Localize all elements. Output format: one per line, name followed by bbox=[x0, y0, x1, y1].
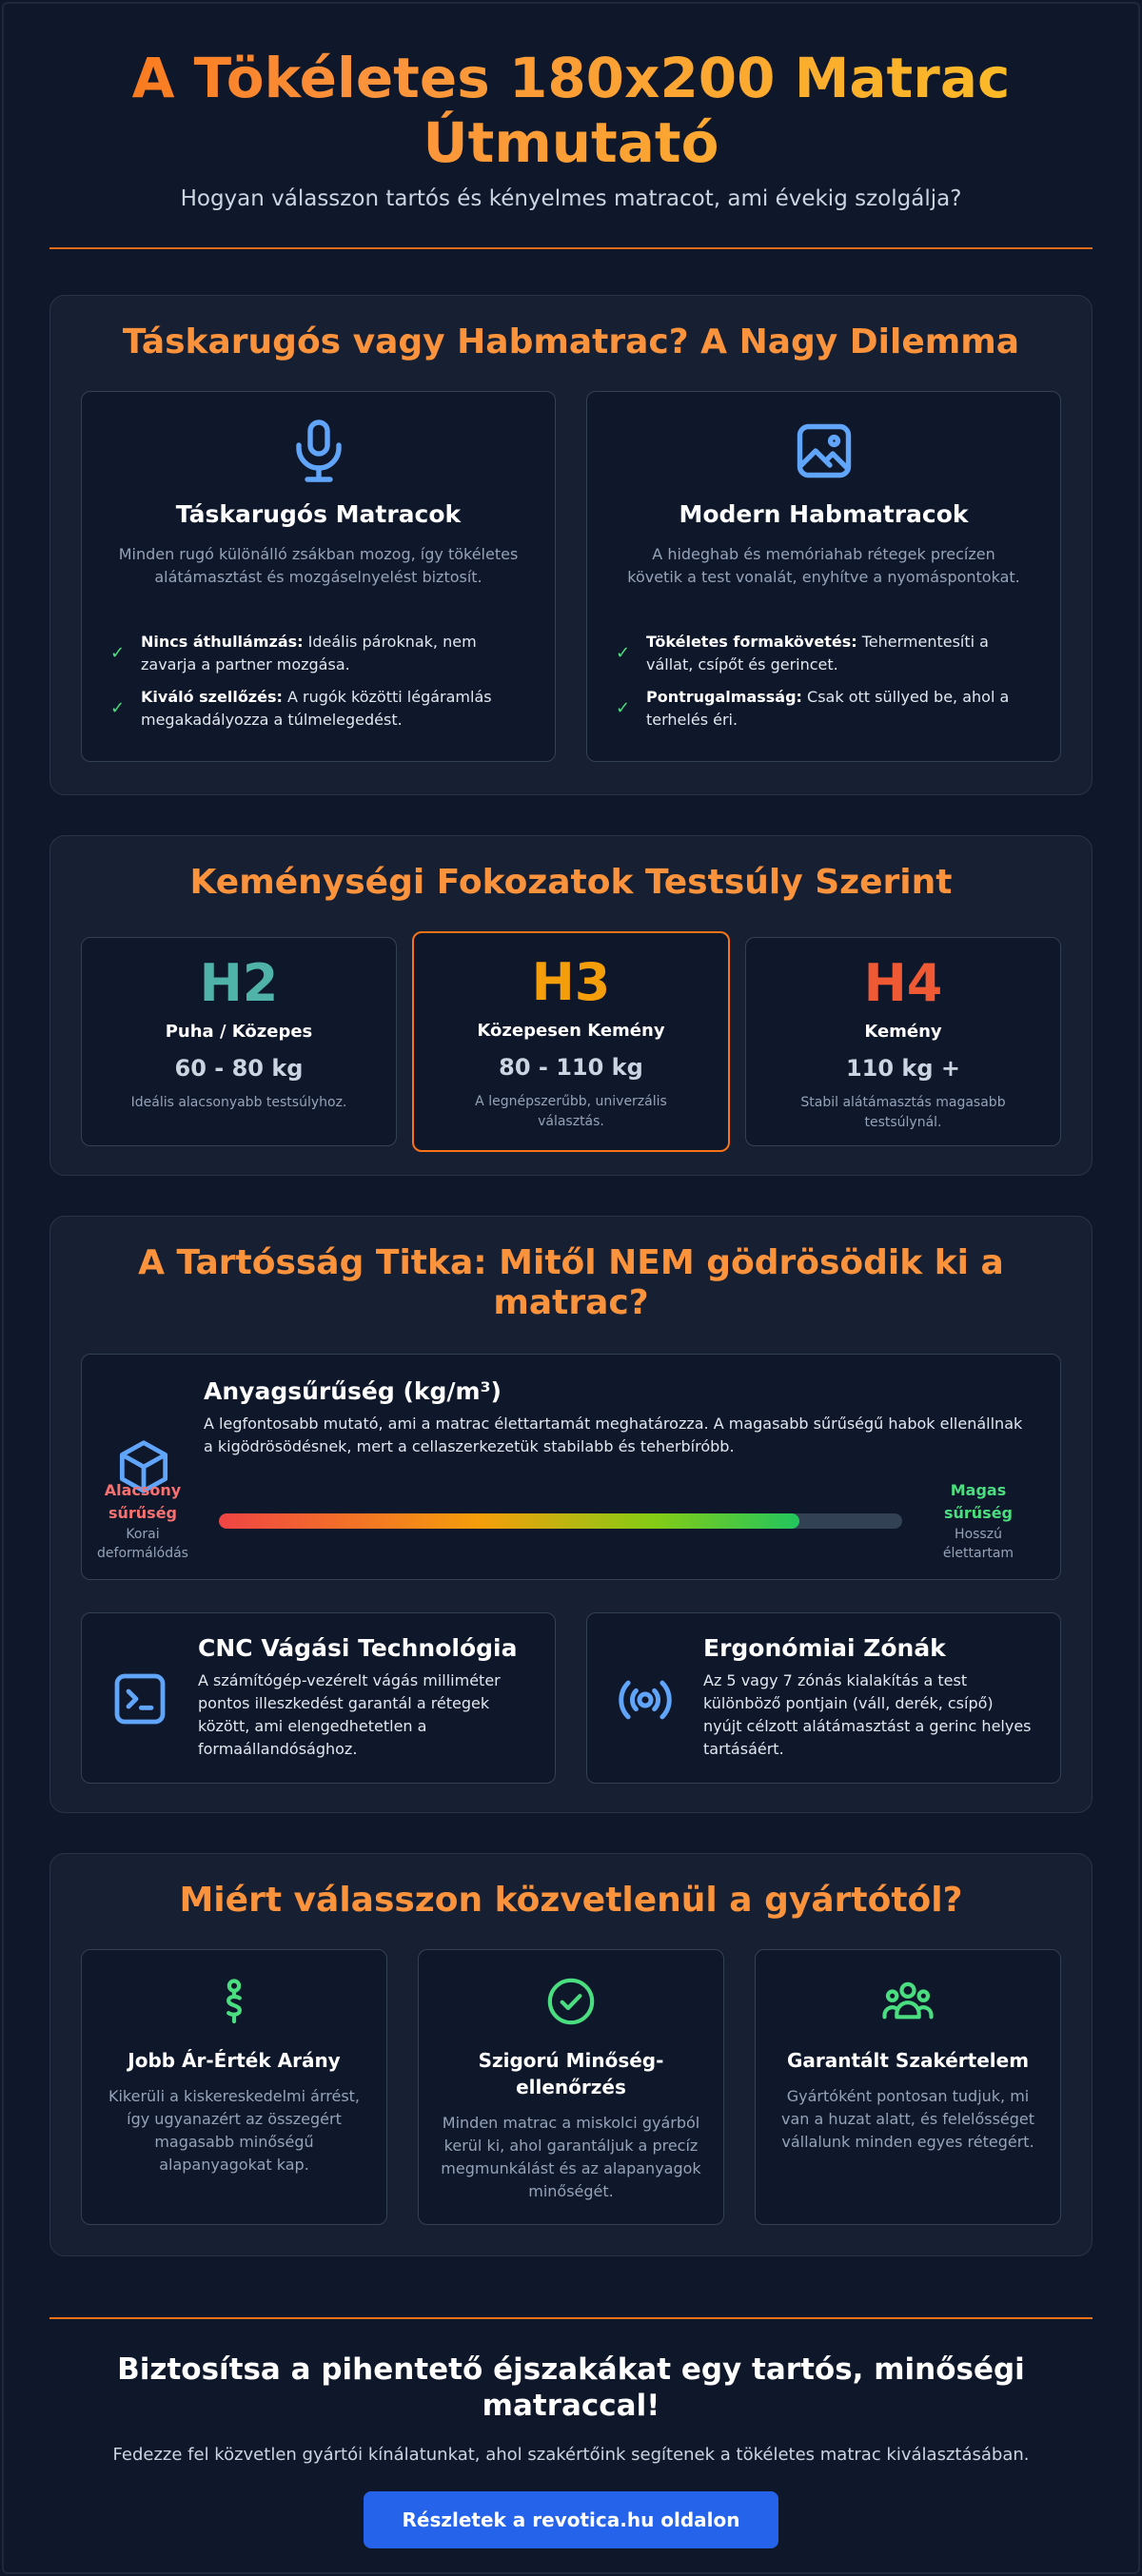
firmness-note: A legnépszerűbb, univerzális választás. bbox=[475, 1094, 667, 1129]
pocket-spring-card: Táskarugós Matracok Minden rugó különáll… bbox=[81, 391, 556, 762]
density-scale: Alacsony sűrűség Korai deformálódás Maga… bbox=[89, 1479, 1032, 1563]
users-icon bbox=[881, 1975, 935, 2028]
image-icon bbox=[790, 417, 858, 485]
weight-range: 60 - 80 kg bbox=[174, 1055, 304, 1082]
firmness-code: H3 bbox=[531, 952, 611, 1012]
firmness-label: Közepesen Kemény bbox=[477, 1021, 665, 1041]
low-density-label: Alacsony sűrűség Korai deformálódás bbox=[97, 1481, 188, 1561]
microphone-icon bbox=[285, 417, 353, 485]
footer-cta: Biztosítsa a pihentető éjszakákat egy ta… bbox=[49, 2319, 1093, 2548]
zones-title: Ergonómiai Zónák bbox=[703, 1634, 946, 1662]
firmness-label: Kemény bbox=[864, 1022, 942, 1042]
benefit-item: ✓ Tökéletes formakövetés: Tehermentesíti … bbox=[616, 631, 1032, 676]
card-title: Táskarugós Matracok bbox=[175, 500, 462, 528]
check-icon: ✓ bbox=[616, 698, 631, 718]
benefit-item: ✓ Nincs áthullámzás: Ideális pároknak, ne… bbox=[110, 631, 526, 676]
firmness-code: H2 bbox=[199, 953, 279, 1013]
weight-range: 110 kg + bbox=[845, 1055, 961, 1082]
card-title: Modern Habmatracok bbox=[679, 500, 969, 528]
section-title: Táskarugós vagy Habmatrac? A Nagy Dilemm… bbox=[122, 322, 1020, 361]
check-circle-icon bbox=[544, 1975, 598, 2028]
density-bar bbox=[219, 1513, 902, 1529]
card-text: Gyártóként pontosan tudjuk, mi van a huz… bbox=[780, 2087, 1035, 2151]
section-title: Keménységi Fokozatok Testsúly Szerint bbox=[189, 863, 953, 902]
section-title: Miért válasszon közvetlenül a gyártótól? bbox=[179, 1881, 963, 1920]
cnc-text: A számítógép-vezérelt vágás milliméter p… bbox=[198, 1671, 501, 1758]
page-header: A Tökéletes 180x200 Matrac Útmutató Hogy… bbox=[49, 0, 1093, 211]
check-icon: ✓ bbox=[110, 698, 126, 718]
currency-icon bbox=[207, 1975, 261, 2028]
firmness-code: H4 bbox=[863, 953, 943, 1013]
expertise-card: Garantált Szakértelem Gyártóként pontosa… bbox=[755, 1949, 1061, 2225]
firmness-card-h3: H3 Közepesen Kemény 80 - 110 kg A legnép… bbox=[412, 931, 730, 1152]
density-text: A legfontosabb mutató, ami a matrac élet… bbox=[204, 1415, 1023, 1455]
spring-vs-foam-section: Táskarugós vagy Habmatrac? A Nagy Dilemm… bbox=[49, 295, 1093, 795]
card-text: Kikerüli a kiskereskedelmi árrést, így u… bbox=[108, 2087, 361, 2174]
firmness-card-h4: H4 Kemény 110 kg + Stabil alátámasztás m… bbox=[745, 937, 1061, 1146]
card-description: A hideghab és memóriahab rétegek precíze… bbox=[627, 545, 1020, 586]
high-density-label: Magas sűrűség Hosszú élettartam bbox=[942, 1481, 1014, 1561]
section-title: A Tartósság Titka: Mitől NEM gödrösödik … bbox=[138, 1243, 1004, 1322]
benefit-item: ✓ Kiváló szellőzés: A rugók közötti légár… bbox=[110, 686, 526, 732]
manufacturer-section: Miért válasszon közvetlenül a gyártótól?… bbox=[49, 1853, 1093, 2256]
firmness-note: Stabil alátámasztás magasabb testsúlynál… bbox=[800, 1095, 1006, 1130]
page-title: A Tökéletes 180x200 Matrac Útmutató bbox=[49, 46, 1093, 175]
cnc-card: CNC Vágási Technológia A számítógép-vezé… bbox=[81, 1612, 556, 1784]
header-divider bbox=[49, 247, 1093, 249]
density-card: Anyagsűrűség (kg/m³) A legfontosabb muta… bbox=[81, 1354, 1061, 1580]
footer-text: Fedezze fel közvetlen gyártói kínálatunk… bbox=[112, 2445, 1030, 2465]
details-button[interactable]: Részletek a revotica.hu oldalon bbox=[364, 2491, 778, 2548]
value-card: Jobb Ár-Érték Arány Kikerüli a kiskeresk… bbox=[81, 1949, 387, 2225]
card-title: Garantált Szakértelem bbox=[786, 2049, 1030, 2072]
cnc-title: CNC Vágási Technológia bbox=[198, 1634, 518, 1662]
density-title: Anyagsűrűség (kg/m³) bbox=[204, 1377, 502, 1405]
zones-text: Az 5 vagy 7 zónás kialakítás a test külö… bbox=[703, 1671, 1032, 1758]
card-description: Minden rugó különálló zsákban mozog, így… bbox=[118, 545, 519, 586]
footer-divider bbox=[49, 2317, 1093, 2319]
card-title: Szigorú Minőség-ellenőrzés bbox=[478, 2049, 664, 2098]
broadcast-icon bbox=[612, 1634, 679, 1762]
card-text: Minden matrac a miskolci gyárból kerül k… bbox=[441, 2114, 701, 2200]
cube-icon bbox=[110, 1377, 177, 1556]
density-bar-fill bbox=[219, 1513, 800, 1529]
page-subtitle: Hogyan válasszon tartós és kényelmes mat… bbox=[180, 186, 962, 211]
quality-card: Szigorú Minőség-ellenőrzés Minden matrac… bbox=[418, 1949, 724, 2225]
weight-range: 80 - 110 kg bbox=[499, 1054, 643, 1081]
check-icon: ✓ bbox=[110, 643, 126, 663]
firmness-card-h2: H2 Puha / Közepes 60 - 80 kg Ideális ala… bbox=[81, 937, 397, 1146]
check-icon: ✓ bbox=[616, 643, 631, 663]
foam-mattress-card: Modern Habmatracok A hideghab és memória… bbox=[586, 391, 1061, 762]
durability-section: A Tartósság Titka: Mitől NEM gödrösödik … bbox=[49, 1216, 1093, 1813]
benefit-item: ✓ Pontrugalmasság: Csak ott süllyed be, a… bbox=[616, 686, 1032, 732]
card-title: Jobb Ár-Érték Arány bbox=[128, 2049, 341, 2072]
firmness-note: Ideális alacsonyabb testsúlyhoz. bbox=[130, 1095, 347, 1110]
firmness-label: Puha / Közepes bbox=[165, 1022, 313, 1042]
firmness-section: Keménységi Fokozatok Testsúly Szerint H2… bbox=[49, 835, 1093, 1176]
zones-card: Ergonómiai Zónák Az 5 vagy 7 zónás kiala… bbox=[586, 1612, 1061, 1784]
terminal-icon bbox=[107, 1634, 173, 1762]
footer-title: Biztosítsa a pihentető éjszakákat egy ta… bbox=[117, 2352, 1025, 2423]
